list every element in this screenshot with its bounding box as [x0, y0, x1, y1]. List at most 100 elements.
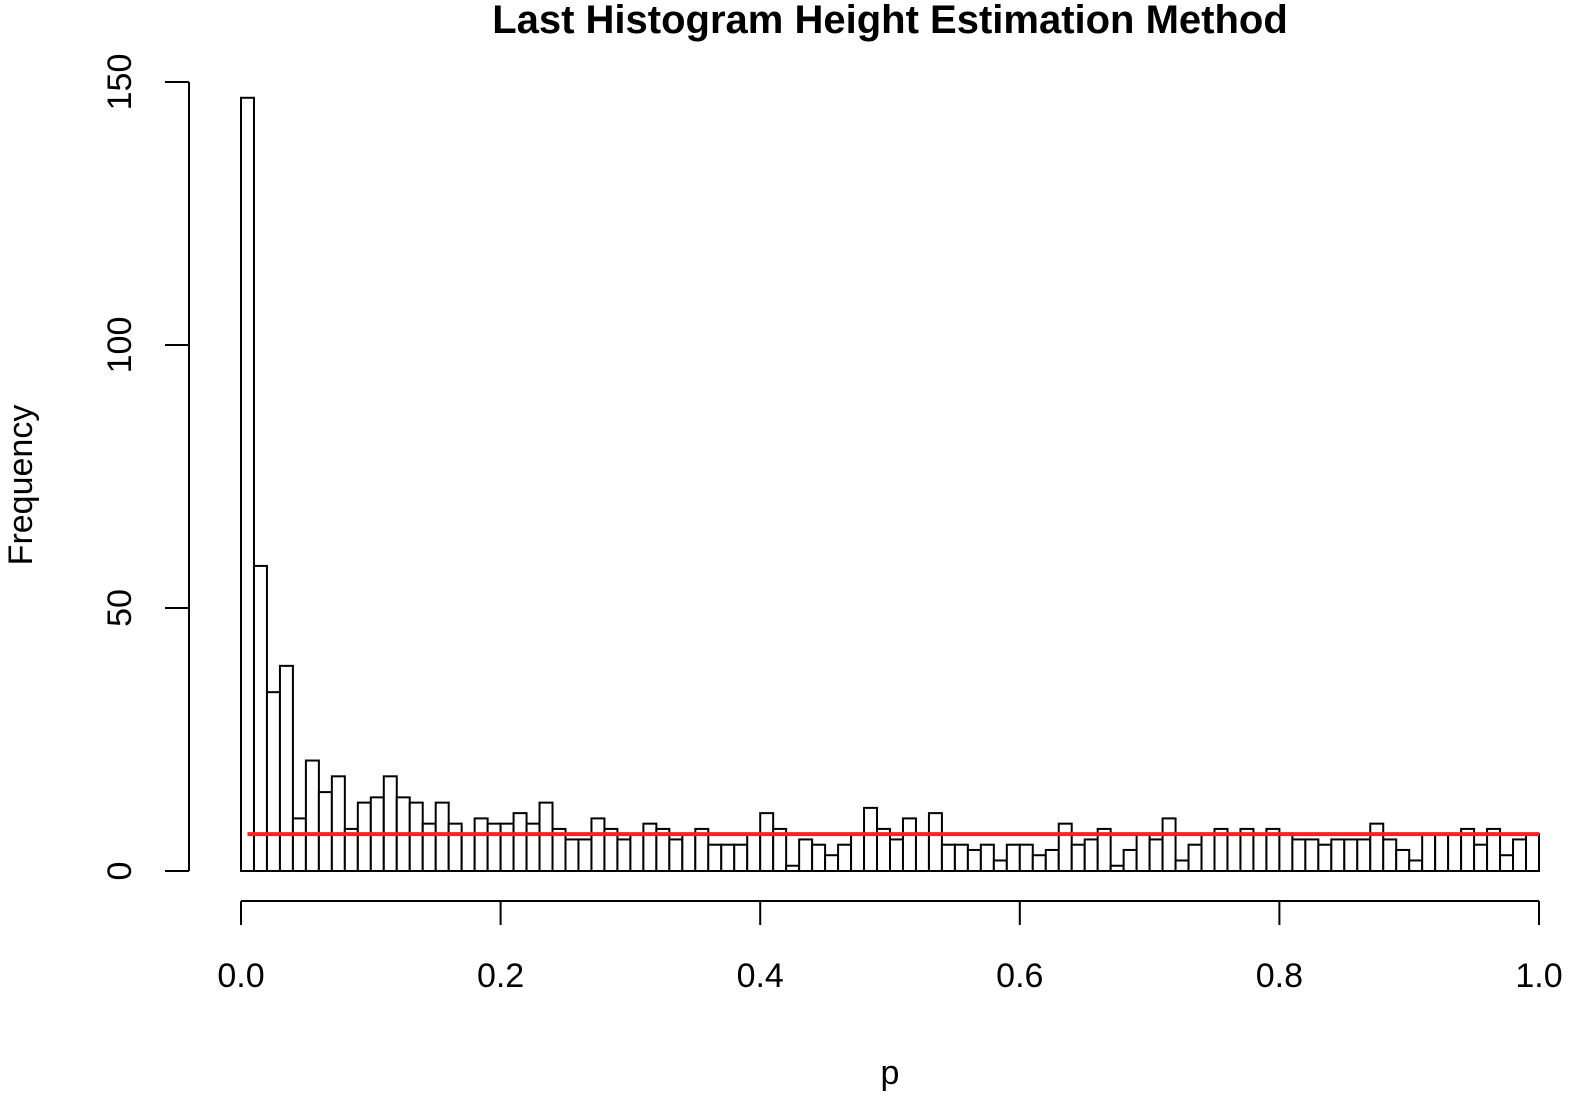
bar: [1226, 833, 1242, 872]
y-tick-label: 0: [101, 862, 139, 881]
bar: [1109, 864, 1125, 872]
bar: [1122, 848, 1138, 873]
bar: [240, 96, 255, 872]
bar: [940, 843, 956, 873]
bar: [992, 859, 1008, 872]
bar: [1291, 838, 1307, 873]
bar: [1343, 838, 1359, 873]
bar: [317, 791, 333, 872]
bar: [953, 843, 969, 873]
bar: [1499, 854, 1515, 872]
bar: [525, 822, 541, 872]
bar: [434, 801, 450, 872]
bar: [512, 812, 528, 873]
bar: [538, 801, 554, 872]
bar: [278, 664, 294, 872]
y-tick-label: 50: [101, 589, 139, 627]
bar: [291, 817, 307, 873]
bar: [1135, 833, 1151, 872]
bar: [1083, 838, 1099, 873]
bar: [460, 833, 476, 872]
bar: [408, 801, 424, 872]
bar: [304, 759, 320, 872]
bar: [837, 843, 853, 873]
bar: [252, 564, 268, 872]
x-axis-label: p: [881, 1054, 900, 1092]
bar: [914, 833, 930, 872]
bar: [1096, 827, 1112, 872]
bar: [499, 822, 515, 872]
bar: [863, 806, 879, 873]
bar: [616, 838, 632, 873]
x-tick-label: 0.4: [737, 957, 784, 995]
bar: [1382, 838, 1398, 873]
bar: [421, 822, 437, 872]
y-tick-label: 100: [101, 317, 139, 374]
bar: [1005, 843, 1021, 873]
bar: [889, 838, 904, 873]
bar: [1356, 838, 1372, 873]
bar: [785, 864, 801, 872]
bar: [979, 843, 995, 873]
bar: [356, 801, 372, 872]
bar: [1395, 848, 1411, 873]
bar: [1161, 817, 1177, 873]
bar: [824, 854, 840, 872]
bar: [1304, 838, 1320, 873]
bar: [1525, 833, 1541, 872]
chart-title: Last Histogram Height Estimation Method: [492, 0, 1288, 42]
y-tick-label: 150: [101, 54, 139, 111]
bar: [1473, 843, 1489, 873]
bar: [772, 827, 788, 872]
bar: [564, 838, 580, 873]
bar: [1486, 827, 1502, 872]
x-tick-label: 0.6: [996, 957, 1043, 995]
bar: [265, 691, 281, 872]
bar: [1317, 843, 1333, 873]
bar: [1408, 859, 1424, 872]
bar: [1330, 838, 1346, 873]
x-tick-label: 0.0: [217, 957, 264, 995]
bar: [629, 833, 645, 872]
bar: [1200, 833, 1216, 872]
bar: [473, 817, 489, 873]
bar: [1148, 838, 1164, 873]
bar: [798, 838, 814, 873]
x-tick-label: 1.0: [1515, 957, 1562, 995]
bar: [966, 848, 982, 873]
bar: [733, 843, 749, 873]
bar: [642, 822, 658, 872]
bar: [1070, 843, 1086, 873]
x-tick-label: 0.8: [1256, 957, 1303, 995]
bar: [746, 833, 762, 872]
y-axis-label: Frequency: [2, 405, 40, 566]
x-tick-label: 0.2: [477, 957, 524, 995]
bar: [330, 775, 346, 873]
bar: [590, 817, 606, 873]
bar: [1369, 822, 1385, 872]
bar: [850, 833, 866, 872]
bar: [668, 838, 684, 873]
bar: [1252, 833, 1268, 872]
bar: [1174, 859, 1190, 872]
bar: [1512, 838, 1528, 873]
bar: [759, 812, 775, 873]
bar: [577, 838, 593, 873]
bar: [1031, 854, 1047, 872]
bar: [811, 843, 827, 873]
bar: [1278, 833, 1294, 872]
bar: [901, 817, 917, 873]
bar: [447, 822, 463, 872]
bar: [1447, 833, 1463, 872]
bar: [681, 833, 697, 872]
bar: [1187, 843, 1203, 873]
bar: [720, 843, 736, 873]
bar: [1018, 843, 1034, 873]
bar: [927, 812, 943, 873]
bar: [707, 843, 723, 873]
bar: [1421, 833, 1437, 872]
bar: [1044, 848, 1060, 873]
bar: [486, 822, 502, 872]
